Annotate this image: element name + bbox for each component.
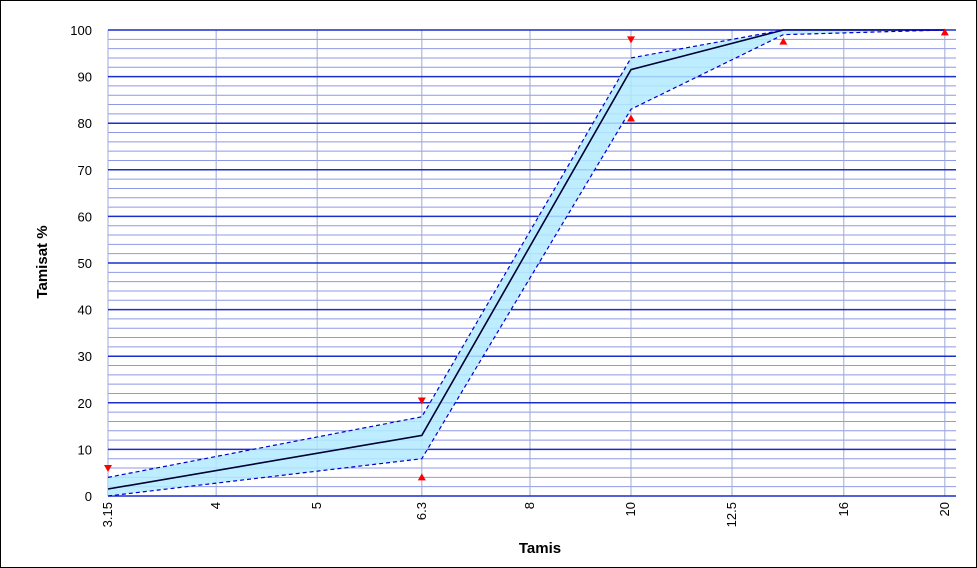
upper-limit-marker xyxy=(104,465,112,473)
y-tick-label: 20 xyxy=(78,396,92,411)
tolerance-band-fill xyxy=(108,30,945,496)
x-tick-label: 4 xyxy=(208,502,223,509)
y-tick-label: 30 xyxy=(78,349,92,364)
limit-markers xyxy=(104,28,949,481)
y-tick-label: 90 xyxy=(78,70,92,85)
x-axis-title: Tamis xyxy=(519,540,561,557)
y-tick-label: 40 xyxy=(78,303,92,318)
lower-envelope-line xyxy=(107,29,945,497)
upper-limit-marker xyxy=(417,397,426,405)
y-tick-label: 10 xyxy=(78,442,92,457)
lower-limit-marker xyxy=(779,37,788,45)
x-tick-label: 6.3 xyxy=(414,502,429,520)
minor-gridlines xyxy=(107,30,956,496)
x-tick-label: 5 xyxy=(309,502,324,509)
x-tick-label: 10 xyxy=(623,502,638,516)
x-tick-label: 8 xyxy=(522,502,537,509)
lower-limit-marker xyxy=(940,28,949,36)
y-tick-label: 100 xyxy=(70,23,92,38)
upper-envelope-line xyxy=(107,29,945,478)
x-tick-label: 3.15 xyxy=(100,502,115,527)
x-tick-labels: 3.15 4 5 6.3 8 10 12.5 16 20 xyxy=(100,502,952,527)
upper-limit-marker xyxy=(627,36,636,44)
y-tick-label: 0 xyxy=(85,489,92,504)
y-tick-label: 60 xyxy=(78,209,92,224)
x-tick-label: 12.5 xyxy=(724,502,739,527)
x-tick-label: 20 xyxy=(937,502,952,516)
series-lines xyxy=(107,29,945,497)
y-axis-title: Tamisat % xyxy=(34,225,51,298)
x-tick-label: 16 xyxy=(836,502,851,516)
central-curve-line xyxy=(107,29,945,490)
tolerance-band xyxy=(108,30,945,496)
lower-limit-marker xyxy=(417,473,426,481)
y-tick-label: 70 xyxy=(78,163,92,178)
y-tick-label: 80 xyxy=(78,116,92,131)
y-tick-labels: 0 10 20 30 40 50 60 70 80 90 100 xyxy=(70,23,92,504)
lower-limit-marker xyxy=(627,114,636,122)
y-tick-label: 50 xyxy=(78,256,92,271)
